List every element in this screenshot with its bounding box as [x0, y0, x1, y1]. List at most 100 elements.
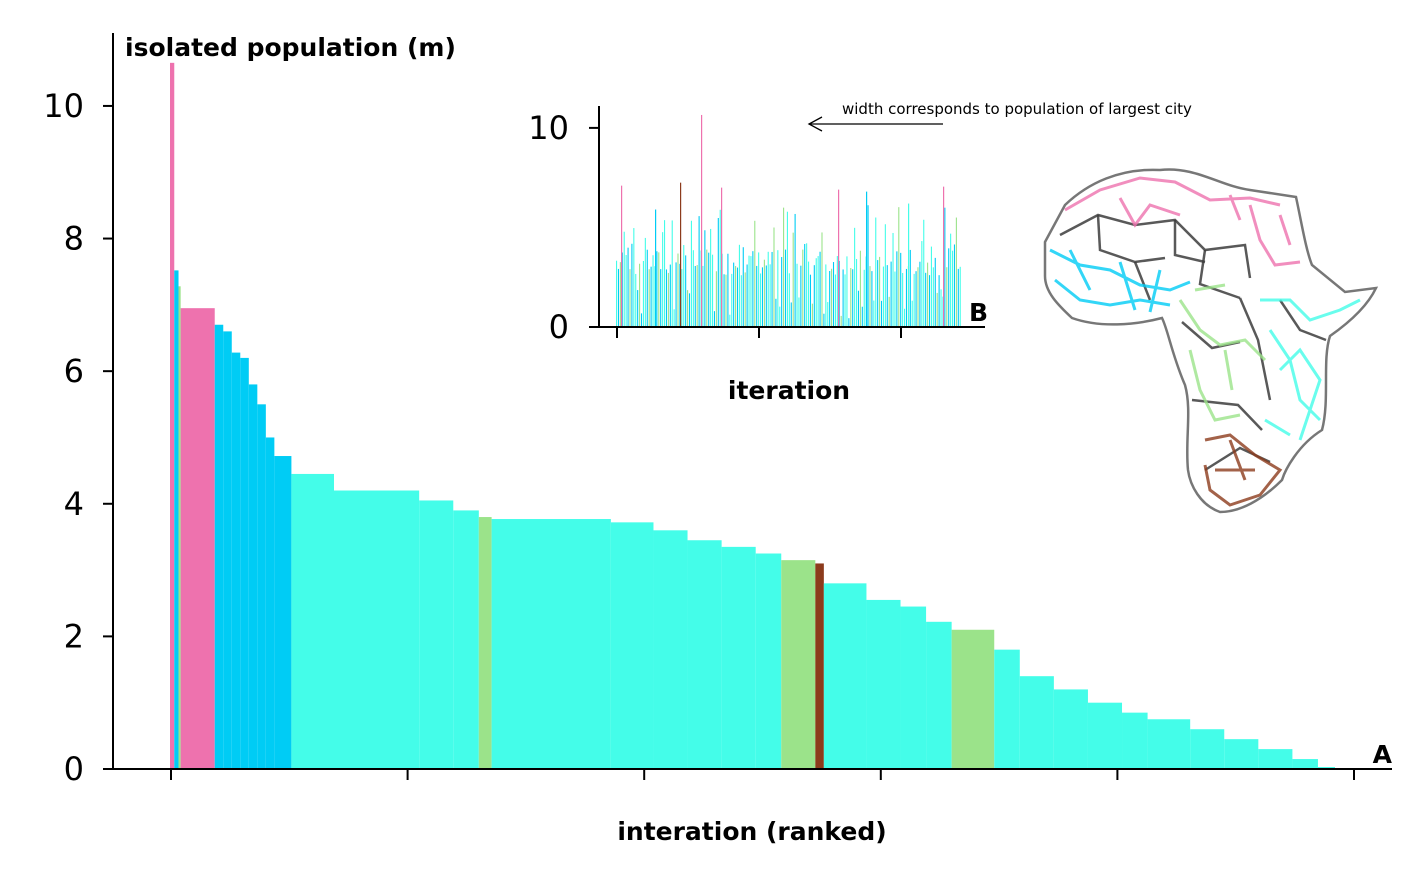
- inset-bar: [744, 272, 746, 327]
- inset-bar: [867, 205, 869, 327]
- inset-bar: [846, 256, 848, 327]
- annotation-arrow-head: [807, 116, 823, 132]
- inset-bar: [792, 232, 794, 327]
- main-bar-20: [653, 530, 688, 769]
- main-bar-31: [994, 649, 1020, 769]
- inset-bar: [775, 298, 777, 327]
- inset-bar: [811, 303, 813, 327]
- inset-bar: [790, 302, 792, 327]
- inset-bar: [815, 258, 817, 327]
- roads-east: [1260, 298, 1361, 441]
- inset-bar: [804, 243, 806, 327]
- main-bar-4: [180, 308, 215, 769]
- main-bar-19: [610, 522, 654, 769]
- inset-annotation: width corresponds to population of large…: [842, 100, 1192, 118]
- inset-bar: [959, 266, 961, 327]
- inset-bar: [786, 211, 788, 327]
- main-bar-39: [1258, 749, 1293, 769]
- inset-bar: [921, 241, 923, 327]
- inset-bar: [771, 251, 773, 327]
- inset-bar: [879, 256, 881, 327]
- inset-bar: [888, 296, 890, 327]
- inset-bar: [950, 233, 952, 327]
- inset-y-tick-label: 10: [528, 109, 569, 147]
- inset-bar: [946, 267, 948, 327]
- inset-bar: [948, 248, 950, 327]
- inset-bar: [642, 260, 644, 327]
- inset-bar: [808, 261, 810, 327]
- inset-bar: [877, 260, 879, 327]
- inset-bar: [750, 256, 752, 327]
- inset-bar: [915, 271, 917, 327]
- inset-bar: [919, 261, 921, 327]
- inset-spike-bar: [721, 187, 723, 327]
- inset-bar: [640, 313, 643, 327]
- inset-bar: [617, 268, 620, 327]
- inset-bar: [863, 269, 865, 327]
- main-bar-1: [170, 62, 175, 769]
- inset-bar: [752, 251, 754, 327]
- main-bar-28: [900, 606, 927, 769]
- roads-central: [1178, 283, 1267, 422]
- main-bars: [170, 62, 1335, 769]
- main-y-tick-label: 8: [64, 220, 84, 258]
- main-bar-26: [823, 583, 867, 769]
- inset-bar: [796, 263, 798, 327]
- main-bar-24: [781, 560, 816, 769]
- main-bar-40: [1292, 759, 1318, 769]
- continent-outline: [1043, 168, 1379, 514]
- inset-bar: [625, 255, 627, 327]
- inset-bar: [683, 245, 685, 327]
- roads-north: [1064, 176, 1301, 267]
- main-bar-3: [178, 286, 181, 769]
- inset-bar: [692, 250, 694, 327]
- inset-bar: [809, 274, 812, 327]
- inset-bar: [942, 296, 944, 327]
- inset-bar: [882, 266, 884, 327]
- inset-bar: [952, 250, 954, 327]
- main-y-tick-label: 2: [64, 617, 84, 655]
- inset-bar: [781, 257, 783, 327]
- inset-bar: [769, 264, 771, 327]
- main-bar-6: [223, 331, 232, 769]
- inset-bar: [869, 266, 871, 327]
- inset-bar: [669, 264, 671, 327]
- inset-bar: [813, 265, 815, 327]
- inset-bar: [623, 231, 625, 327]
- main-bar-38: [1224, 739, 1259, 769]
- inset-bar: [857, 290, 860, 327]
- inset-bar: [800, 265, 802, 327]
- main-y-tick-label: 10: [43, 87, 84, 125]
- panel-label-a: A: [1373, 740, 1393, 769]
- inset-bar: [902, 273, 904, 327]
- inset-bar: [932, 267, 934, 327]
- inset-bar: [725, 274, 727, 327]
- inset-bar: [934, 257, 936, 327]
- inset-bar: [754, 220, 756, 327]
- inset-bar: [702, 265, 704, 327]
- main-bar-21: [687, 540, 722, 769]
- inset-bar: [850, 268, 852, 327]
- inset-bar: [928, 275, 931, 327]
- inset-bar: [648, 269, 650, 327]
- inset-bar: [777, 250, 779, 327]
- inset-bar: [690, 220, 692, 327]
- inset-bar: [848, 318, 850, 327]
- inset-spike-bar: [621, 185, 623, 327]
- inset-bar: [650, 266, 652, 327]
- main-bar-22: [721, 546, 756, 769]
- inset-bar: [871, 271, 873, 327]
- inset-bar: [675, 262, 677, 327]
- main-y-tick-label: 4: [64, 485, 84, 523]
- panel-label-b: B: [969, 298, 988, 327]
- inset-y-ticks: 0 10: [528, 109, 599, 346]
- inset-spike-bar: [655, 209, 657, 327]
- main-bar-18: [491, 519, 611, 769]
- inset-bar: [852, 269, 854, 327]
- inset-bar: [794, 213, 796, 327]
- inset-bar: [644, 237, 646, 327]
- inset-bar: [736, 267, 739, 327]
- inset-bar: [758, 252, 760, 327]
- inset-bar: [733, 262, 735, 327]
- inset-y-tick-label: 0: [549, 308, 569, 346]
